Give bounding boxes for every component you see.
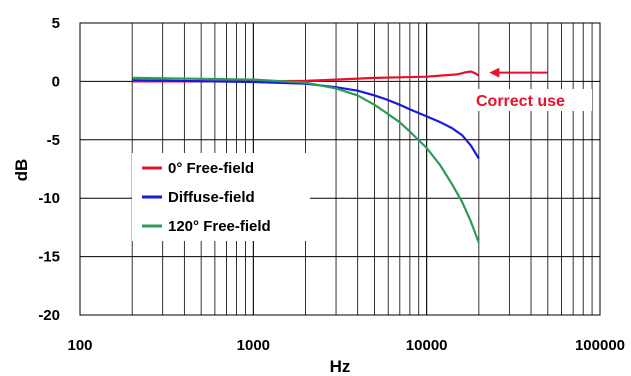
y-tick-label: -20 <box>38 307 60 324</box>
x-tick-label: 100000 <box>575 337 625 354</box>
y-tick-label: 0 <box>52 73 60 90</box>
series-line-0 <box>132 70 480 83</box>
legend: 0° Free-field Diffuse-field 120° Free-fi… <box>132 153 310 241</box>
x-tick-label: 10000 <box>406 337 448 354</box>
annotation-arrowhead <box>489 67 500 78</box>
y-tick-label: 5 <box>52 15 60 32</box>
series-line-2 <box>132 76 480 243</box>
annotation-background <box>474 89 592 111</box>
x-axis-title: Hz <box>330 357 351 376</box>
plot-frame <box>79 22 601 316</box>
annotation-label: Correct use <box>476 93 565 110</box>
y-tick-label: -5 <box>47 132 60 149</box>
x-tick-label: 100 <box>67 337 92 354</box>
y-axis-title: dB <box>12 159 31 182</box>
y-tick-labels: 5 0 -5 -10 -15 -20 <box>38 15 60 324</box>
annotation-correct-use: Correct use <box>474 67 592 111</box>
y-tick-label: -15 <box>38 249 60 266</box>
legend-label-1: Diffuse-field <box>168 189 255 206</box>
x-tick-labels: 100 1000 10000 100000 <box>67 337 625 354</box>
legend-label-2: 120° Free-field <box>168 218 271 235</box>
x-tick-label: 1000 <box>237 337 270 354</box>
legend-label-0: 0° Free-field <box>168 160 254 177</box>
y-tick-label: -10 <box>38 190 60 207</box>
series-layer <box>132 70 480 243</box>
